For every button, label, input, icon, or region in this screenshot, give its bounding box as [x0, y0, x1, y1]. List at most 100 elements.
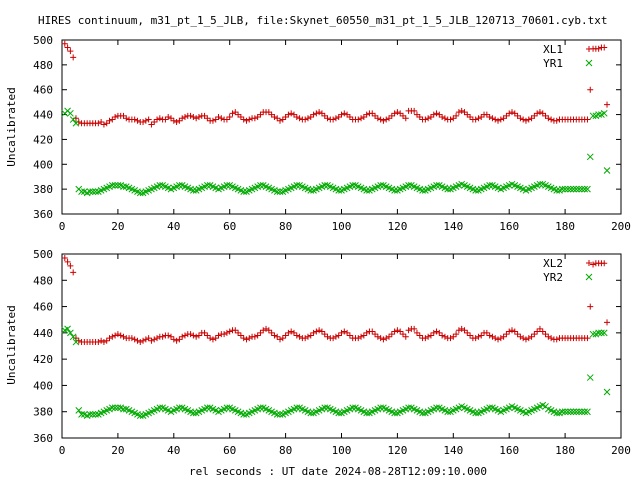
xl2-point — [223, 329, 230, 336]
xl2-point — [587, 303, 594, 310]
xl1-point — [358, 115, 365, 122]
xl1-point — [243, 117, 250, 124]
yr1-point — [581, 185, 589, 193]
chart-title: HIRES continuum, m31_pt_1_5_JLB, file:Sk… — [38, 14, 608, 27]
xl2-point — [260, 327, 267, 334]
y-tick-label: 420 — [33, 133, 53, 146]
xl2-point — [307, 332, 314, 339]
y-tick-label: 500 — [33, 34, 53, 47]
xl2-point — [478, 332, 485, 339]
yr1-point — [86, 188, 94, 195]
x-tick-label: 200 — [611, 444, 631, 457]
yr1-point — [273, 188, 281, 195]
xl1-point — [402, 115, 409, 122]
yr1-point — [349, 182, 357, 189]
yr1-point — [276, 188, 284, 195]
yr1-point — [223, 182, 231, 189]
top-panel: Uncalibrated 0 20 40 60 80 100 120 140 160 180 200… — [5, 34, 631, 233]
xl1-point — [587, 86, 594, 93]
xl2-point — [422, 335, 429, 342]
x-tick-label: 20 — [111, 444, 124, 457]
xl1-point — [123, 115, 130, 122]
yr2-point — [581, 408, 589, 416]
yr1-point — [190, 187, 197, 194]
yr2-point — [64, 325, 71, 333]
yr2-point — [120, 405, 127, 413]
yr2-point — [349, 404, 357, 412]
bottom-panel: Uncalibrated 0 20 40 60 80 100 120 140 160 180 200… — [5, 248, 631, 457]
xl1-point — [363, 111, 370, 118]
xl2-point — [114, 331, 121, 338]
yr1-point — [67, 109, 74, 117]
xl1-point — [534, 110, 541, 117]
xl1-point — [313, 110, 320, 117]
xl2-point — [321, 331, 328, 338]
top-legend-markers — [585, 46, 593, 67]
yr1-point — [578, 185, 586, 193]
xl2-point — [486, 332, 493, 339]
xl2-point — [151, 336, 158, 343]
xl2-point — [433, 328, 440, 335]
xl2-point — [360, 332, 367, 339]
y-tick-label: 480 — [33, 274, 53, 287]
xl1-point — [64, 44, 71, 51]
xl2-point — [271, 332, 278, 339]
xl2-point — [154, 335, 161, 342]
xl2-point — [304, 333, 311, 340]
y-tick-label: 400 — [33, 158, 53, 171]
xl2-point — [525, 335, 532, 342]
x-tick-label: 60 — [223, 220, 236, 233]
yr1-point — [136, 189, 144, 197]
xl2-point — [268, 329, 275, 336]
xl2-point — [495, 336, 502, 343]
x-tick-label: 40 — [167, 220, 180, 233]
xl2-point — [528, 333, 535, 340]
yr2-point — [603, 388, 611, 396]
yr2-point — [114, 404, 122, 412]
xl2-point — [313, 328, 320, 335]
xl1-point — [170, 117, 177, 124]
yr1-point — [570, 185, 577, 193]
xl2-point — [209, 336, 216, 343]
xl2-point — [358, 333, 365, 340]
yr2-point — [276, 410, 284, 418]
xl2-point — [522, 336, 529, 343]
xl1-point — [380, 117, 387, 124]
x-tick-label: 60 — [223, 444, 236, 457]
xl2-point — [106, 335, 113, 342]
xl1-point — [489, 115, 496, 122]
xl2-point — [450, 333, 457, 340]
xl2-point — [536, 325, 543, 332]
xl2-point — [240, 335, 247, 342]
yr2-point — [176, 404, 183, 412]
xl1-point — [285, 111, 292, 118]
xl2-point — [363, 329, 370, 336]
yr2-point — [108, 404, 116, 412]
y-tick-label: 440 — [33, 327, 53, 340]
yr2-point — [69, 333, 77, 341]
yr1-point — [433, 182, 440, 189]
xl2-point — [539, 328, 546, 335]
yr2-point — [578, 408, 586, 416]
xl2-point — [190, 332, 197, 339]
x-tick-label: 0 — [59, 444, 66, 457]
xl1-point — [525, 116, 532, 123]
xl2-point — [388, 331, 395, 338]
xl2-point — [383, 335, 390, 342]
y-tick-label: 480 — [33, 59, 53, 72]
yr1-point — [257, 182, 264, 189]
xl1-point — [195, 114, 202, 121]
xl2-point — [517, 333, 524, 340]
xl2-point — [497, 335, 504, 342]
xl2-point — [405, 327, 412, 334]
xl2-point — [330, 335, 337, 342]
yr2-point — [472, 409, 480, 417]
yr1-point — [558, 185, 566, 193]
xl1-point — [377, 116, 384, 123]
yr2-point — [335, 409, 343, 417]
xl1-point — [439, 114, 446, 121]
xl2-point — [441, 333, 448, 340]
yr2-point — [156, 404, 164, 412]
bottom-legend-markers — [585, 260, 593, 281]
xl1-point — [218, 115, 225, 122]
